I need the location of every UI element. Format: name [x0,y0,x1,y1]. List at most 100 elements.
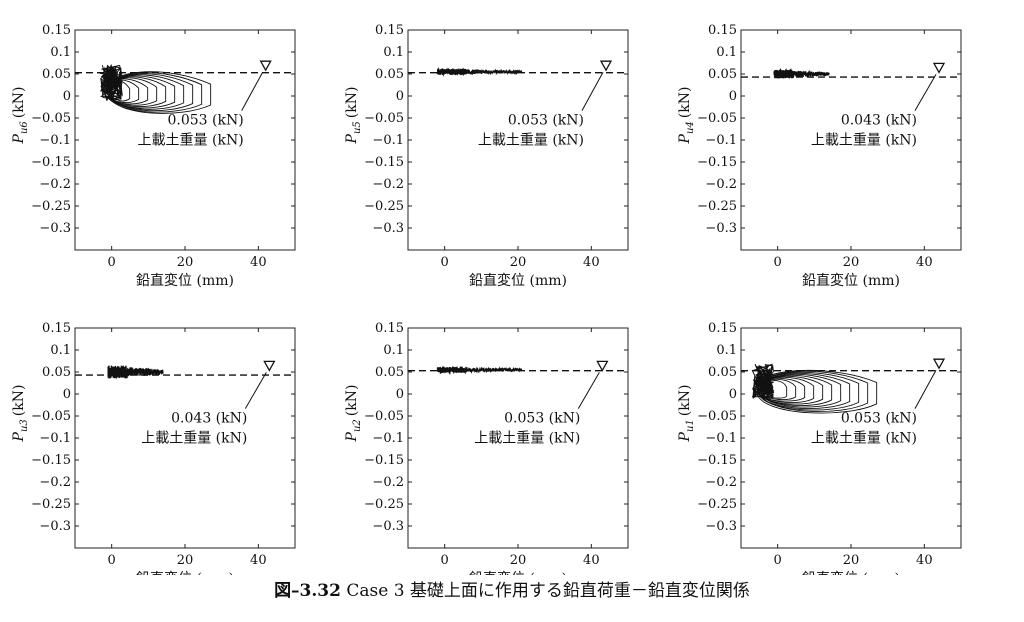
x-tick-label: 40 [916,255,933,270]
response-curve-core [436,366,468,375]
x-tick-label: 40 [583,255,600,270]
reference-marker [596,360,609,372]
annotation-label: 上載土重量 (kN) [811,431,917,447]
annotation-leader [241,71,264,111]
y-axis-label: Pu5 (kN) [344,87,363,145]
y-axis-symbol: P [677,133,693,144]
response-series [107,365,164,379]
x-tick-label: 0 [108,553,116,568]
y-axis-label: Pu6 (kN) [11,87,30,145]
y-tick-label: 0.05 [42,67,71,82]
y-tick-label: 0.05 [708,365,737,380]
y-tick-label: −0.1 [372,133,404,148]
annotation-leader [244,372,267,409]
y-tick-label: −0.15 [364,155,404,170]
y-tick-label: −0.1 [705,133,737,148]
reference-marker [932,358,946,370]
response-curve-core [773,68,794,79]
y-tick-label: 0.1 [383,343,404,358]
annotation-label: 上載土重量 (kN) [141,431,247,447]
y-tick-label: −0.1 [39,133,71,148]
response-series [751,363,878,414]
y-tick-label: −0.25 [697,497,737,512]
y-tick-label: 0 [396,387,404,402]
reference-marker [932,62,946,74]
y-axis-subscript: u1 [685,419,696,432]
y-tick-label: −0.3 [705,519,737,534]
y-tick-label: −0.2 [39,177,71,192]
annotation-label: 上載土重量 (kN) [474,431,580,447]
y-tick-label: −0.25 [31,199,71,214]
figure-caption: 図–3.32 Case 3 基礎上面に作用する鉛直荷重－鉛直変位関係 [0,576,1024,601]
response-cluster [751,363,775,400]
x-tick-label: 0 [441,553,449,568]
annotation-leader [914,369,937,409]
y-tick-label: −0.3 [372,519,404,534]
y-axis-subscript: u2 [352,419,363,432]
x-axis-label: 鉛直変位 (mm) [802,272,900,289]
y-tick-label: 0.15 [708,23,737,38]
reference-marker [263,360,276,372]
y-tick-label: −0.2 [705,475,737,490]
y-tick-label: −0.3 [705,221,737,236]
response-loop [756,373,842,408]
y-tick-label: −0.25 [364,199,404,214]
annotation-value: 0.043 (kN) [171,411,247,427]
x-tick-label: 0 [108,255,116,270]
y-axis-symbol: P [344,133,360,144]
x-tick-label: 40 [250,255,267,270]
x-tick-label: 0 [774,553,782,568]
reference-marker [599,60,613,72]
x-tick-label: 20 [843,553,860,568]
annotation-label: 上載土重量 (kN) [478,133,584,149]
y-tick-label: 0.15 [375,23,404,38]
reference-marker [259,60,272,72]
y-axis-label: Pu2 (kN) [344,385,363,443]
y-axis-unit: (kN) [344,87,360,119]
response-loop [105,71,212,114]
y-axis-symbol: P [677,431,693,442]
x-axis-label: 鉛直変位 (mm) [469,570,567,575]
chart-panel-5: 0.15 0.1 0.05 0 −0.05 −0.1 −0.15 −0.2 −0.25 −0.3 0… [344,321,629,575]
y-tick-label: −0.25 [31,497,71,512]
x-axis-label: 鉛直変位 (mm) [469,272,567,289]
x-tick-label: 0 [774,255,782,270]
y-tick-label: −0.2 [372,177,404,192]
y-axis-symbol: P [344,431,360,442]
y-tick-label: 0 [729,387,737,402]
figure-caption-text: Case 3 基礎上面に作用する鉛直荷重－鉛直変位関係 [346,581,750,601]
y-tick-label: −0.3 [372,221,404,236]
y-tick-label: −0.15 [364,453,404,468]
response-series [99,63,212,114]
y-tick-label: −0.05 [364,409,404,424]
y-axis-unit: (kN) [344,385,360,417]
y-tick-label: 0.05 [708,67,737,82]
chart-panel-2: 0.15 0.1 0.05 0 −0.05 −0.1 −0.15 −0.2 −0.25 −0.3 0… [344,23,629,289]
annotation-value: 0.053 (kN) [841,411,917,427]
y-axis-unit: (kN) [11,87,27,119]
y-tick-label: 0 [729,89,737,104]
x-axis-label: 鉛直変位 (mm) [802,570,900,575]
x-axis-label: 鉛直変位 (mm) [136,570,234,575]
response-series [436,66,523,77]
x-tick-label: 40 [583,553,600,568]
figure-plots: 0.15 0.1 0.05 0 −0.05 −0.1 −0.15 −0.2 −0.25 −0.3 0… [11,23,962,575]
y-tick-label: −0.15 [697,155,737,170]
figure-number: 図–3.32 [274,581,341,601]
y-tick-label: −0.15 [697,453,737,468]
chart-panel-1: 0.15 0.1 0.05 0 −0.05 −0.1 −0.15 −0.2 −0.25 −0.3 0… [11,23,296,289]
response-loop [754,372,851,409]
y-tick-label: −0.3 [39,519,71,534]
y-tick-label: −0.05 [31,111,71,126]
x-axis-label: 鉛直変位 (mm) [136,272,234,289]
annotation-value: 0.053 (kN) [508,113,584,129]
x-tick-label: 40 [916,553,933,568]
y-tick-label: −0.1 [705,431,737,446]
annotation-label: 上載土重量 (kN) [811,133,917,149]
annotation-value: 0.053 (kN) [167,113,243,129]
x-tick-label: 20 [843,255,860,270]
response-cluster [99,63,124,102]
y-tick-label: −0.25 [364,497,404,512]
y-tick-label: 0.15 [42,23,71,38]
